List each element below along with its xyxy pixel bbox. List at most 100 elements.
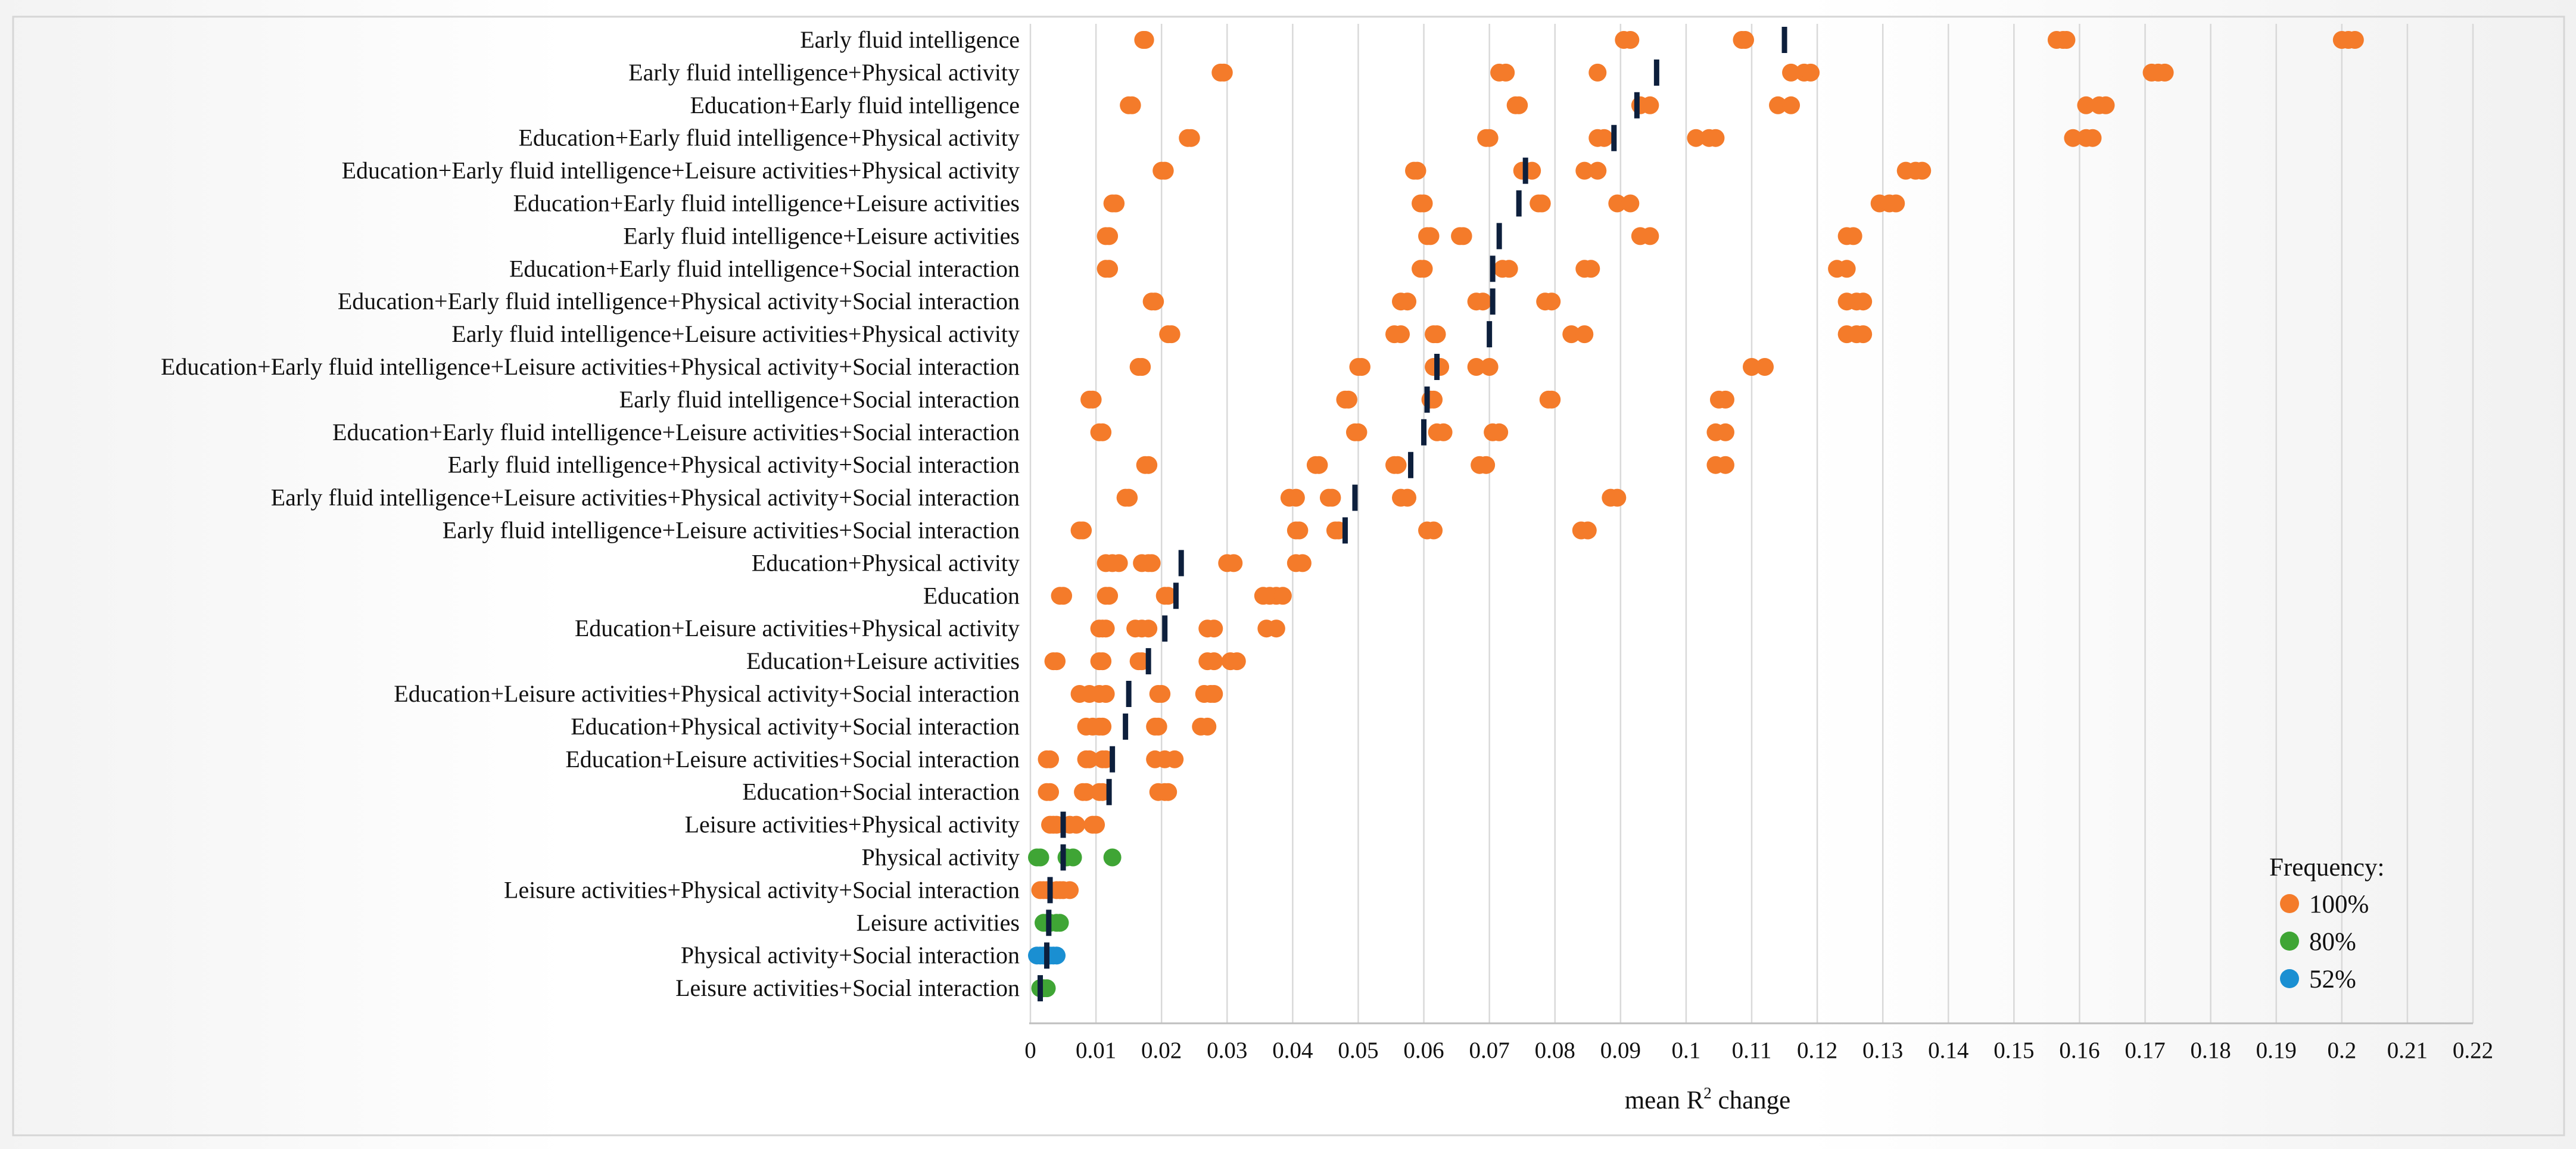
- x-tick-label: 0.18: [2191, 1038, 2231, 1063]
- category-label: Education+Leisure activities+Physical ac…: [575, 615, 1020, 642]
- data-point: [1048, 946, 1066, 965]
- data-point: [1074, 521, 1092, 540]
- data-point: [1041, 783, 1060, 801]
- data-point: [1139, 619, 1158, 638]
- category-label: Education+Social interaction: [742, 779, 1020, 805]
- data-point: [1425, 521, 1443, 540]
- x-tick-label: 0.03: [1207, 1038, 1247, 1063]
- data-point: [1608, 488, 1627, 507]
- category-label: Education: [923, 582, 1020, 609]
- data-point: [1097, 619, 1115, 638]
- data-point: [1225, 554, 1243, 572]
- legend-title: Frequency:: [2269, 854, 2384, 882]
- data-point: [1582, 260, 1600, 278]
- category-label: Leisure activities+Social interaction: [675, 974, 1020, 1001]
- data-point: [1415, 194, 1433, 213]
- data-point: [2156, 63, 2174, 82]
- data-point: [1854, 292, 1873, 311]
- x-tick-label: 0.16: [2059, 1038, 2100, 1063]
- data-point: [1087, 815, 1105, 834]
- data-point: [1339, 390, 1357, 409]
- data-point: [1543, 390, 1561, 409]
- data-point: [1133, 358, 1151, 376]
- data-point: [1415, 260, 1433, 278]
- data-point: [2097, 96, 2115, 114]
- data-point: [1578, 521, 1597, 540]
- data-point: [1782, 96, 1801, 114]
- data-point: [1608, 194, 1627, 213]
- data-point: [1214, 63, 1233, 82]
- data-point: [1149, 717, 1167, 736]
- data-point: [1500, 260, 1518, 278]
- data-point: [1310, 456, 1328, 474]
- category-label: Early fluid intelligence+Social interact…: [619, 386, 1020, 413]
- data-point: [1107, 194, 1125, 213]
- data-point: [1480, 358, 1499, 376]
- data-point: [1349, 423, 1368, 441]
- x-tick-label: 0.12: [1797, 1038, 1837, 1063]
- data-point: [1743, 358, 1761, 376]
- data-point: [1467, 358, 1485, 376]
- gridlines: [1029, 24, 2474, 1023]
- data-point: [1159, 587, 1178, 605]
- data-point: [1431, 358, 1450, 376]
- category-label: Education+Early fluid intelligence+Physi…: [518, 124, 1020, 151]
- data-point: [1205, 619, 1223, 638]
- data-point: [2057, 31, 2076, 49]
- category-label: Early fluid intelligence+Leisure activit…: [443, 517, 1020, 544]
- data-point: [2346, 31, 2364, 49]
- data-point: [1641, 96, 1659, 114]
- data-point: [1077, 783, 1095, 801]
- data-point: [1398, 292, 1417, 311]
- data-point: [1428, 325, 1446, 344]
- data-point: [1398, 488, 1417, 507]
- category-labels: Early fluid intelligence Early fluid inte…: [161, 26, 1020, 1001]
- data-point: [1182, 129, 1200, 147]
- data-point: [1080, 750, 1099, 768]
- x-tick-label: 0.1: [1672, 1038, 1701, 1063]
- data-point: [1110, 554, 1128, 572]
- category-label: Education+Early fluid intelligence: [690, 92, 1020, 119]
- data-point: [1290, 521, 1309, 540]
- category-label: Early fluid intelligence+Leisure activit…: [451, 320, 1020, 347]
- data-point: [2083, 129, 2102, 147]
- chart-frame: [12, 15, 2565, 1136]
- data-point: [1139, 456, 1158, 474]
- x-tick-label: 0.19: [2256, 1038, 2297, 1063]
- x-tick-label: 0.05: [1338, 1038, 1378, 1063]
- legend-label: 52%: [2309, 966, 2356, 994]
- legend-swatch: [2280, 894, 2299, 913]
- data-point: [1100, 227, 1119, 245]
- data-point: [1802, 63, 1820, 82]
- data-point: [1155, 161, 1174, 180]
- data-point: [1562, 325, 1581, 344]
- data-point: [1854, 325, 1873, 344]
- data-point: [1408, 161, 1426, 180]
- data-point: [1097, 685, 1115, 703]
- data-point: [1136, 31, 1154, 49]
- category-label: Early fluid intelligence+Leisure activit…: [271, 484, 1020, 511]
- data-point: [1051, 914, 1069, 932]
- data-point: [1454, 227, 1472, 245]
- data-point: [1543, 292, 1561, 311]
- legend-label: 80%: [2309, 928, 2356, 956]
- x-tick-label: 0.02: [1141, 1038, 1182, 1063]
- data-point: [1706, 129, 1725, 147]
- data-point: [1205, 652, 1223, 671]
- data-point: [1575, 161, 1594, 180]
- category-label: Education+Physical activity: [752, 549, 1020, 576]
- data-point: [1621, 31, 1640, 49]
- x-tick-label: 0.08: [1535, 1038, 1575, 1063]
- data-point: [1267, 619, 1285, 638]
- data-point: [1887, 194, 1905, 213]
- data-point: [1323, 488, 1341, 507]
- data-point: [1273, 587, 1292, 605]
- x-tick-label: 0.21: [2387, 1038, 2428, 1063]
- data-point: [1575, 325, 1594, 344]
- data-point: [1844, 227, 1862, 245]
- x-tick-label: 0.15: [1993, 1038, 2034, 1063]
- x-axis-title: mean R2 change: [1625, 1084, 1791, 1114]
- data-point: [1146, 292, 1164, 311]
- x-tick-label: 0.01: [1076, 1038, 1116, 1063]
- category-label: Leisure activities+Physical activity: [685, 811, 1020, 838]
